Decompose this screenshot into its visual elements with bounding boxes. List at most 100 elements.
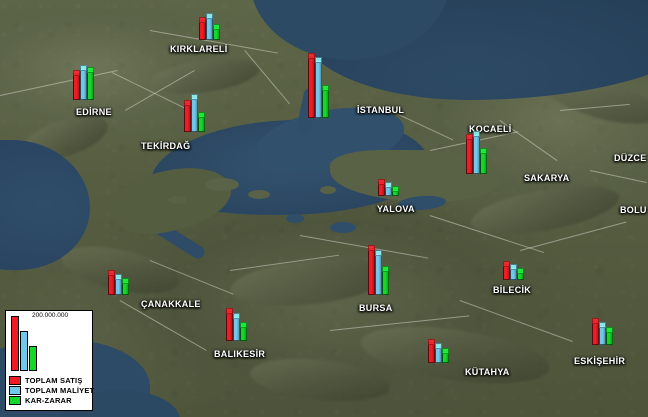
bar-top-face: [184, 100, 191, 106]
bar-toplamsati[interactable]: [226, 308, 233, 341]
bar-toplamsati[interactable]: [466, 134, 473, 174]
bar-top-face: [115, 274, 122, 280]
bar-toplamsati[interactable]: [378, 179, 385, 196]
legend-scale-max-label: 200.000.000: [32, 312, 69, 319]
bar-cluster-ktahya[interactable]: [428, 339, 449, 363]
bar-top-face: [198, 112, 205, 118]
island: [168, 196, 186, 204]
bar-karzarar[interactable]: [240, 322, 247, 341]
bar-toplammaliyet[interactable]: [315, 57, 322, 118]
city-label-edirne: EDİRNE: [76, 107, 112, 117]
bar-toplamsati[interactable]: [73, 70, 80, 100]
city-label-kirklareli: KIRKLARELİ: [170, 44, 228, 54]
city-label-kutahya: KÜTAHYA: [465, 367, 510, 377]
bar-cluster-yalova[interactable]: [378, 179, 399, 196]
bar-karzarar[interactable]: [517, 268, 524, 280]
city-label-balikesir: BALIKESİR: [214, 349, 266, 359]
bar-karzarar[interactable]: [382, 266, 389, 295]
bar-top-face: [385, 182, 392, 188]
bar-toplamsati[interactable]: [428, 339, 435, 363]
bar-karzarar[interactable]: [198, 112, 205, 132]
legend-label-toplam-maliyet: TOPLAM MALİYET: [25, 386, 95, 395]
bar-toplammaliyet[interactable]: [206, 13, 213, 40]
bar-top-face: [517, 268, 524, 274]
bar-toplammaliyet[interactable]: [375, 250, 382, 295]
bar-top-face: [375, 250, 382, 256]
bar-toplammaliyet[interactable]: [115, 274, 122, 295]
bar-top-face: [226, 308, 233, 314]
bar-top-face: [378, 179, 385, 185]
bar-top-face: [233, 313, 240, 319]
bar-top-face: [428, 339, 435, 345]
bar-toplamsati[interactable]: [199, 17, 206, 40]
bar-toplamsati[interactable]: [368, 245, 375, 295]
bar-karzarar[interactable]: [442, 348, 449, 363]
bar-cluster-kirklareli[interactable]: [199, 13, 220, 40]
city-label-eskisehir: ESKİŞEHİR: [574, 356, 626, 366]
bar-toplammaliyet[interactable]: [473, 131, 480, 174]
bar-toplammaliyet[interactable]: [599, 322, 606, 345]
legend-label-kar-zarar: KAR-ZARAR: [25, 396, 72, 405]
bar-toplamsati[interactable]: [503, 261, 510, 280]
bar-cluster-kocaeli[interactable]: [466, 131, 487, 174]
bar-top-face: [473, 131, 480, 137]
legend-swatch-kar-zarar: [9, 396, 21, 405]
bar-top-face: [199, 17, 206, 23]
bar-toplamsati[interactable]: [184, 100, 191, 132]
legend-swatch-toplam-maliyet: [9, 386, 21, 395]
bar-top-face: [108, 270, 115, 276]
legend-item-toplam-maliyet[interactable]: TOPLAM MALİYET: [9, 386, 94, 395]
bar-cluster-eskiehir[interactable]: [592, 318, 613, 345]
bar-toplamsati[interactable]: [108, 270, 115, 295]
bar-top-face: [213, 24, 220, 30]
bar-top-face: [80, 65, 87, 71]
island: [248, 190, 270, 199]
bar-cluster-istanbul[interactable]: [308, 53, 329, 118]
island: [205, 178, 239, 191]
bar-toplammaliyet[interactable]: [510, 264, 517, 280]
bar-cluster-bilecik[interactable]: [503, 261, 524, 280]
bar-cluster-bursa[interactable]: [368, 245, 389, 295]
bar-karzarar[interactable]: [213, 24, 220, 40]
legend-items: TOPLAM SATIŞ TOPLAM MALİYET KAR-ZARAR: [6, 373, 94, 410]
bar-cluster-anakkale[interactable]: [108, 270, 129, 295]
bar-toplammaliyet[interactable]: [435, 343, 442, 363]
bar-karzarar[interactable]: [392, 186, 399, 196]
bar-top-face: [322, 85, 329, 91]
bar-cluster-edirne[interactable]: [73, 65, 94, 100]
bar-top-face: [87, 67, 94, 73]
bar-karzarar[interactable]: [322, 85, 329, 118]
bar-karzarar[interactable]: [606, 327, 613, 345]
bar-top-face: [435, 343, 442, 349]
bar-toplammaliyet[interactable]: [385, 182, 392, 196]
bar-toplammaliyet[interactable]: [80, 65, 87, 100]
city-label-yalova: YALOVA: [377, 204, 415, 214]
island: [320, 186, 336, 194]
bar-toplamsati[interactable]: [308, 53, 315, 118]
bar-top-face: [382, 266, 389, 272]
city-label-istanbul: İSTANBUL: [357, 105, 405, 115]
legend-item-toplam-satis[interactable]: TOPLAM SATIŞ: [9, 376, 89, 385]
map-legend[interactable]: 200.000.000 TOPLAM SATIŞ TOPLAM MALİYET …: [5, 310, 94, 411]
bar-top-face: [466, 134, 473, 140]
bar-top-face: [592, 318, 599, 324]
bar-karzarar[interactable]: [122, 278, 129, 295]
bar-top-face: [206, 13, 213, 19]
city-label-canakkale: ÇANAKKALE: [141, 299, 201, 309]
bar-karzarar[interactable]: [87, 67, 94, 100]
bar-toplamsati[interactable]: [592, 318, 599, 345]
bar-top-face: [442, 348, 449, 354]
manyas-lake: [286, 214, 304, 223]
bar-cluster-balikesir[interactable]: [226, 308, 247, 341]
legend-item-kar-zarar[interactable]: KAR-ZARAR: [9, 396, 89, 405]
bar-karzarar[interactable]: [480, 148, 487, 174]
bar-top-face: [480, 148, 487, 154]
bar-top-face: [191, 94, 198, 100]
city-label-sakarya: SAKARYA: [524, 173, 570, 183]
ulubat-lake: [330, 222, 356, 233]
bar-cluster-tekirda[interactable]: [184, 94, 205, 132]
bar-top-face: [240, 322, 247, 328]
bar-toplammaliyet[interactable]: [233, 313, 240, 341]
bar-toplammaliyet[interactable]: [191, 94, 198, 132]
